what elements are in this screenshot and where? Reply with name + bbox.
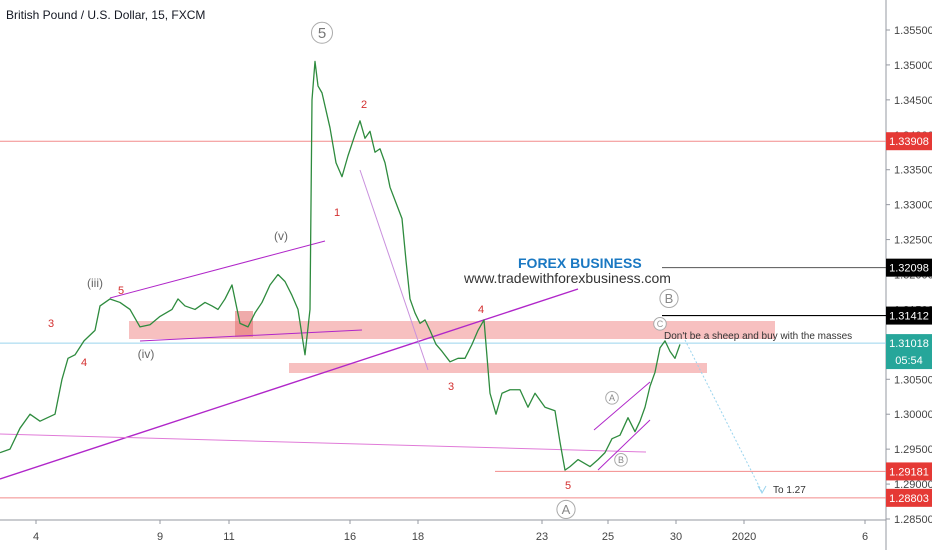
wave-label-circle — [653, 317, 667, 331]
annotation-target: To 1.27 — [773, 485, 806, 496]
trendline — [139, 329, 363, 342]
price-label-text: 1.33908 — [889, 136, 929, 148]
y-tick-label: 1.30000 — [894, 409, 932, 421]
wave-label: (iv) — [138, 347, 155, 361]
trendline — [359, 169, 429, 371]
trendline — [593, 381, 651, 431]
price-label — [886, 306, 932, 325]
price-label-text: 1.31018 — [889, 338, 929, 350]
support-zone — [289, 363, 707, 373]
wave-label-circle — [659, 288, 679, 309]
wave-label-circle — [311, 21, 333, 44]
y-tick-label: 1.35500 — [894, 25, 932, 37]
price-label — [886, 351, 932, 370]
trendline — [109, 240, 326, 299]
y-tick-label: 1.32500 — [894, 235, 932, 247]
wave-label: 3 — [448, 381, 454, 393]
y-tick-label: 1.29000 — [894, 479, 932, 491]
y-tick-label: 1.33500 — [894, 165, 932, 177]
trendline — [0, 288, 579, 480]
y-tick-label: 1.30500 — [894, 374, 932, 386]
x-tick-label: 18 — [412, 531, 424, 543]
trendline — [597, 419, 651, 471]
y-tick-label: 1.29500 — [894, 444, 932, 456]
wave-label: 1 — [334, 207, 340, 219]
y-tick-label: 1.34500 — [894, 95, 932, 107]
price-label-text: 1.32098 — [889, 263, 929, 275]
wave-label: (iii) — [87, 276, 103, 290]
wave-label-circle — [605, 391, 619, 405]
wave-label: 4 — [81, 357, 87, 369]
price-label-text: 1.31412 — [889, 311, 929, 323]
price-label-text: 1.28803 — [889, 493, 929, 505]
x-tick-label: 4 — [33, 531, 39, 543]
projection-arrow — [757, 485, 767, 495]
price-label-text: 05:54 — [895, 355, 923, 367]
y-tick-label: 1.35000 — [894, 60, 932, 72]
price-label-text: 1.29181 — [889, 466, 929, 478]
price-label — [886, 334, 932, 353]
trendline — [0, 433, 647, 453]
x-tick-label: 2020 — [732, 531, 756, 543]
price-label — [886, 462, 932, 481]
y-tick-label: 1.28500 — [894, 514, 932, 526]
wave-label: 5 — [118, 285, 124, 297]
wave-label: 5 — [565, 480, 571, 492]
x-tick-label: 6 — [862, 531, 868, 543]
x-tick-label: 16 — [344, 531, 356, 543]
price-line — [0, 60, 681, 471]
wave-label: 4 — [478, 304, 484, 316]
x-tick-label: 30 — [670, 531, 682, 543]
wave-label: 5 — [318, 25, 326, 42]
promo-brand: FOREX BUSINESS — [518, 255, 642, 271]
x-tick-label: 11 — [223, 531, 234, 543]
wave-label: C — [657, 319, 664, 329]
wave-label-circle — [556, 499, 576, 520]
x-tick-label: 23 — [536, 531, 548, 543]
wave-label-circle — [614, 453, 628, 467]
chart-title: British Pound / U.S. Dollar, 15, FXCM — [6, 8, 206, 22]
promo-url: www.tradewithforexbusiness.com — [464, 270, 671, 286]
price-label — [886, 258, 932, 277]
annotation-note: Don't be a sheep and buy with the masses — [664, 331, 853, 342]
x-tick-label: 25 — [602, 531, 614, 543]
x-tick-label: 9 — [157, 531, 163, 543]
wave-label: A — [562, 502, 571, 517]
wave-label: 3 — [48, 318, 54, 330]
wave-label: B — [665, 291, 674, 306]
y-tick-label: 1.33000 — [894, 200, 932, 212]
wave-label: B — [618, 455, 624, 465]
wave-label: (v) — [274, 229, 288, 243]
plot-area — [0, 0, 886, 520]
small-zone — [235, 311, 253, 337]
price-label — [886, 488, 932, 507]
price-label — [886, 132, 932, 151]
wave-label: A — [609, 393, 615, 403]
projection-path — [684, 339, 763, 493]
wave-label: 2 — [361, 99, 367, 111]
